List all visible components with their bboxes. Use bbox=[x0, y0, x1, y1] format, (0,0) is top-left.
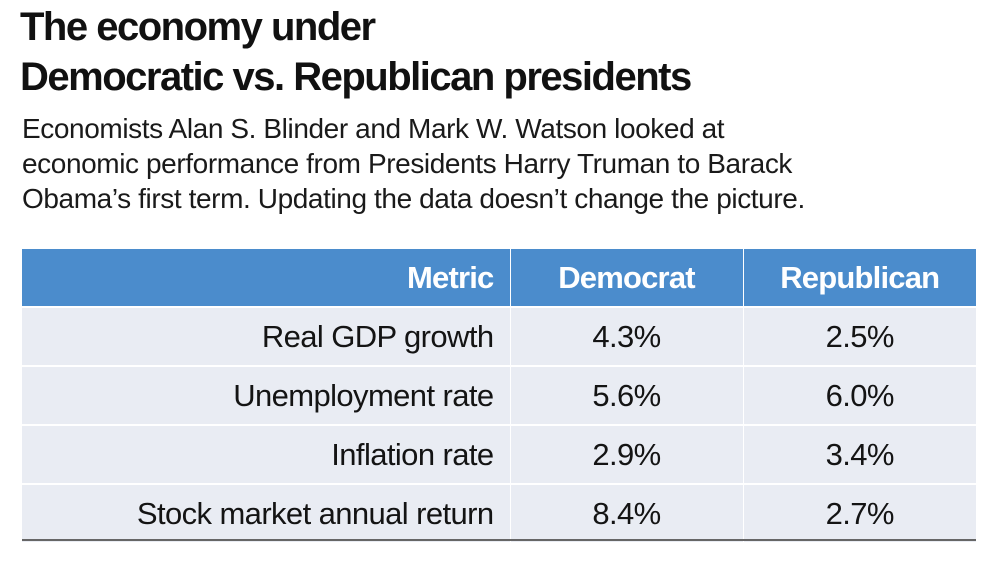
table-row: Inflation rate 2.9% 3.4% bbox=[22, 424, 976, 484]
header-republican: Republican bbox=[742, 249, 976, 307]
republican-value: 6.0% bbox=[742, 365, 976, 425]
title-line-2: Democratic vs. Republican presidents bbox=[20, 55, 692, 99]
metric-cell: Stock market annual return bbox=[22, 483, 510, 542]
subtitle: Economists Alan S. Blinder and Mark W. W… bbox=[22, 111, 982, 216]
democrat-value: 8.4% bbox=[509, 483, 743, 542]
table-bottom-rule bbox=[22, 539, 976, 541]
table-row: Unemployment rate 5.6% 6.0% bbox=[22, 365, 976, 425]
metric-cell: Inflation rate bbox=[22, 424, 510, 484]
table-row: Stock market annual return 8.4% 2.7% bbox=[22, 483, 976, 542]
democrat-value: 5.6% bbox=[509, 365, 743, 425]
title-line-1: The economy under bbox=[20, 5, 376, 49]
subtitle-line-2: economic performance from Presidents Har… bbox=[22, 148, 793, 179]
democrat-value: 4.3% bbox=[509, 306, 743, 366]
metric-cell: Unemployment rate bbox=[22, 365, 510, 425]
subtitle-line-1: Economists Alan S. Blinder and Mark W. W… bbox=[22, 113, 725, 144]
comparison-table: Metric Democrat Republican Real GDP grow… bbox=[22, 249, 976, 542]
democrat-value: 2.9% bbox=[509, 424, 743, 484]
metric-cell: Real GDP growth bbox=[22, 306, 510, 366]
subtitle-line-3: Obama’s first term. Updating the data do… bbox=[22, 183, 805, 214]
republican-value: 2.5% bbox=[742, 306, 976, 366]
republican-value: 3.4% bbox=[742, 424, 976, 484]
header-democrat: Democrat bbox=[509, 249, 743, 307]
header-metric: Metric bbox=[22, 249, 510, 307]
page-title: The economy under Democratic vs. Republi… bbox=[20, 2, 692, 102]
table-row: Real GDP growth 4.3% 2.5% bbox=[22, 306, 976, 366]
republican-value: 2.7% bbox=[742, 483, 976, 542]
table-header-row: Metric Democrat Republican bbox=[22, 249, 976, 307]
